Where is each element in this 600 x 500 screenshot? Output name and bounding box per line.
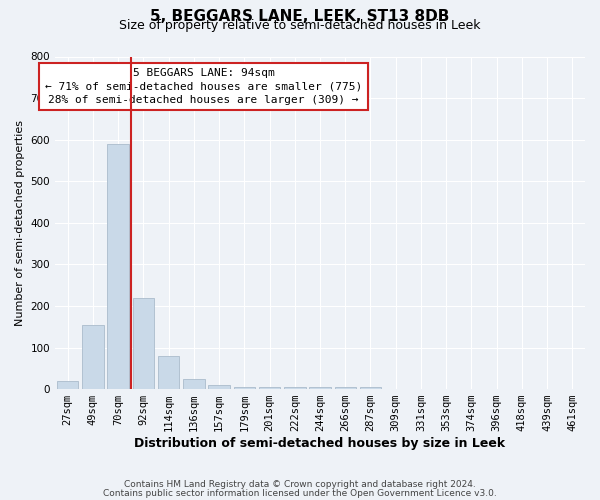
Text: 5 BEGGARS LANE: 94sqm
← 71% of semi-detached houses are smaller (775)
28% of sem: 5 BEGGARS LANE: 94sqm ← 71% of semi-deta… <box>45 68 362 104</box>
Bar <box>208 385 230 389</box>
Bar <box>133 298 154 389</box>
Y-axis label: Number of semi-detached properties: Number of semi-detached properties <box>15 120 25 326</box>
Text: Size of property relative to semi-detached houses in Leek: Size of property relative to semi-detach… <box>119 19 481 32</box>
Bar <box>309 387 331 389</box>
Text: 5, BEGGARS LANE, LEEK, ST13 8DB: 5, BEGGARS LANE, LEEK, ST13 8DB <box>151 9 449 24</box>
Bar <box>158 356 179 389</box>
Bar <box>57 381 79 389</box>
Bar <box>233 387 255 389</box>
Bar <box>335 387 356 389</box>
Bar <box>183 378 205 389</box>
X-axis label: Distribution of semi-detached houses by size in Leek: Distribution of semi-detached houses by … <box>134 437 506 450</box>
Text: Contains public sector information licensed under the Open Government Licence v3: Contains public sector information licen… <box>103 488 497 498</box>
Bar <box>107 144 129 389</box>
Bar <box>284 387 305 389</box>
Bar <box>82 324 104 389</box>
Text: Contains HM Land Registry data © Crown copyright and database right 2024.: Contains HM Land Registry data © Crown c… <box>124 480 476 489</box>
Bar <box>259 387 280 389</box>
Bar <box>360 387 381 389</box>
